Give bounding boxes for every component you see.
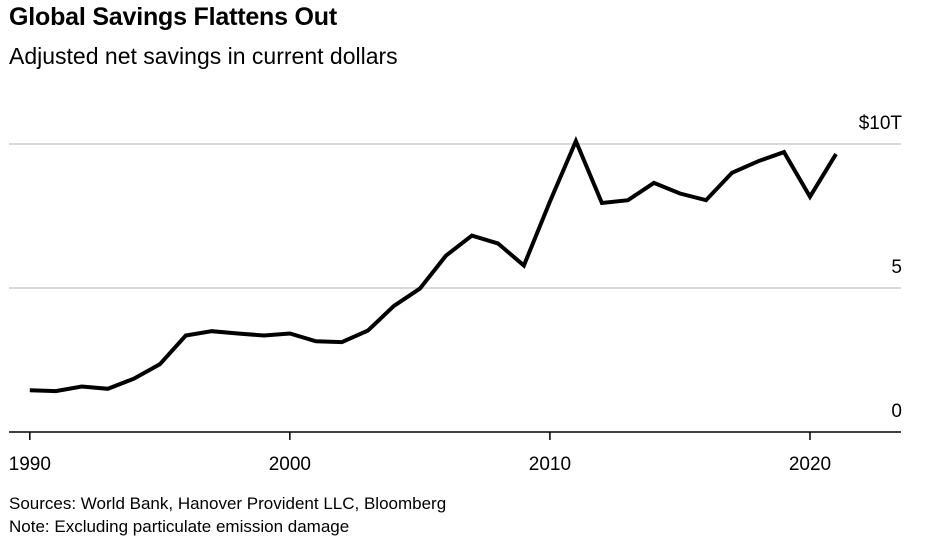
x-tick-label: 2000 xyxy=(269,454,311,475)
footnote: Note: Excluding particulate emission dam… xyxy=(9,517,350,536)
source-note: Sources: World Bank, Hanover Provident L… xyxy=(9,494,447,513)
y-tick-label: 5 xyxy=(891,257,902,278)
chart-title: Global Savings Flattens Out xyxy=(9,3,337,31)
x-tick-label: 2010 xyxy=(529,454,571,475)
gridlines xyxy=(9,143,901,289)
y-tick-label: $10T xyxy=(859,113,903,134)
y-tick-label: 0 xyxy=(891,401,902,422)
x-tick-label: 2020 xyxy=(789,454,831,475)
x-tick-label: 1990 xyxy=(9,454,51,475)
series-layer xyxy=(29,135,838,394)
line-chart: 0 5 $10T 1990 2000 2010 2020 xyxy=(9,113,903,475)
series-line-0 xyxy=(29,135,838,394)
x-axis: 1990 2000 2010 2020 xyxy=(9,431,901,475)
y-axis-tick-labels: 0 5 $10T xyxy=(859,113,903,422)
chart-subtitle: Adjusted net savings in current dollars xyxy=(9,43,398,69)
